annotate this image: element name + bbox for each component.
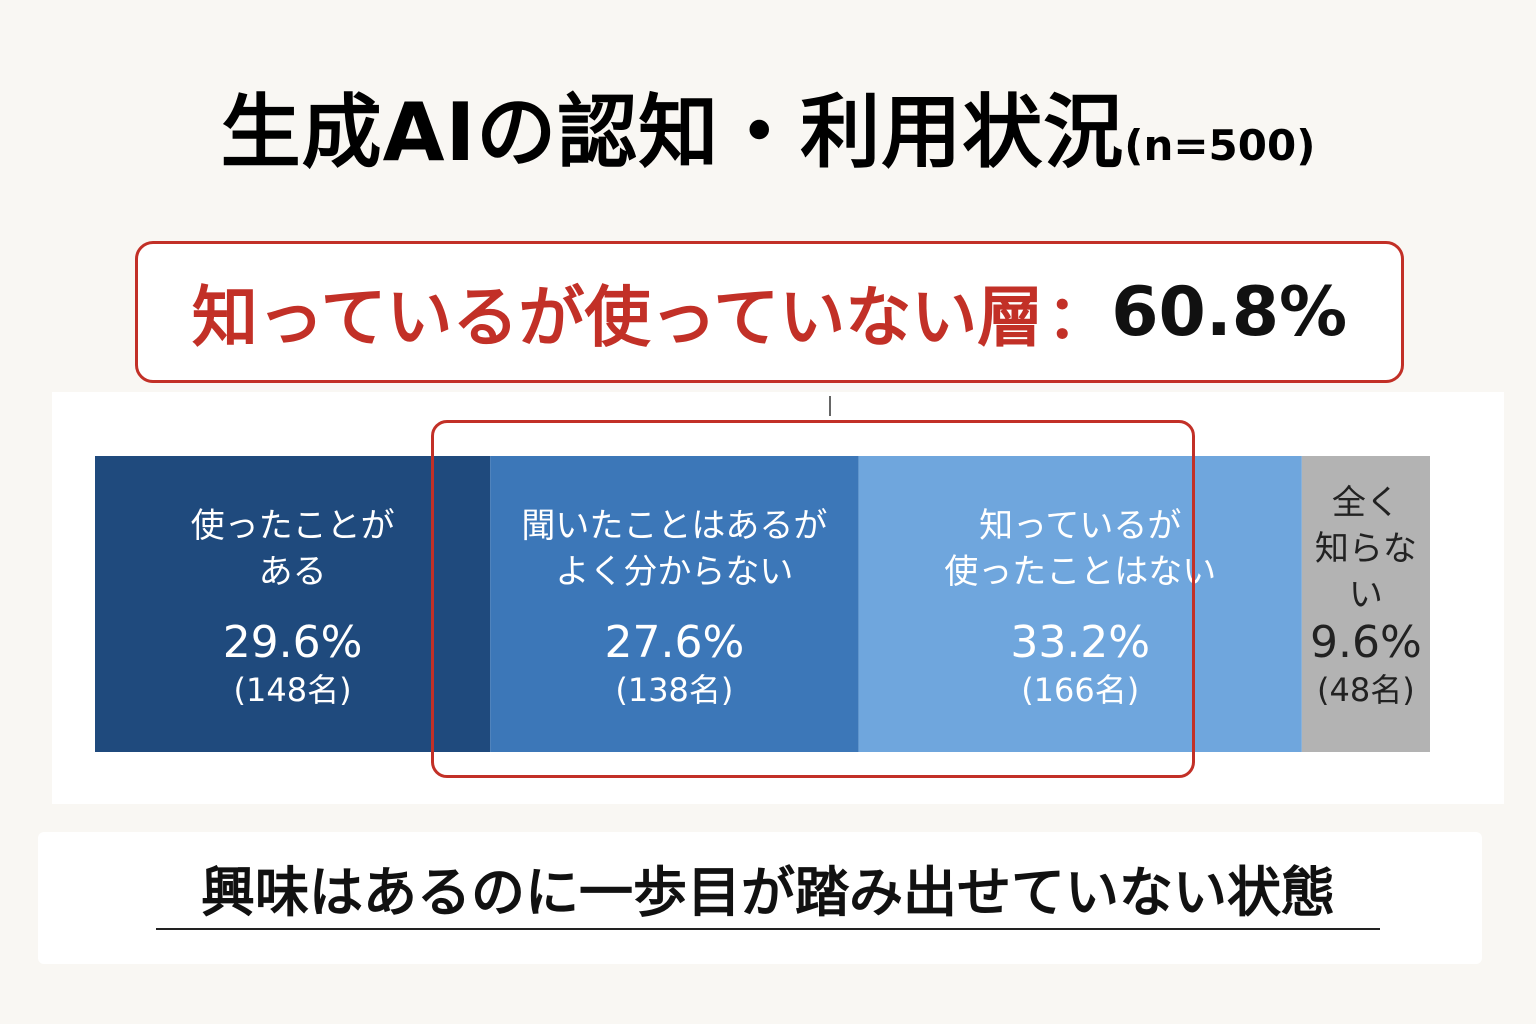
bar-segment-3 [858,456,1302,752]
category-label: 全く 知らない [1314,483,1417,615]
callout-separator: ： [1047,282,1108,353]
count-label: (148名) [233,671,352,709]
callout-connector-line [829,396,831,416]
callout-label: 知っているが使っていない層 [191,279,1044,356]
count-label: (138名) [615,671,734,709]
category-label: 使ったことが ある [190,506,395,592]
title-sample-size: (n=500) [1124,121,1316,170]
segment-label-1: 使ったことが ある 29.6% (148名) [95,456,490,752]
footer-panel [38,832,1482,964]
value-label: 27.6% [604,617,745,668]
page-title: 生成AIの認知・利用状況(n=500) [0,68,1536,184]
footer-underline [156,928,1380,930]
highlight-callout: 知っているが使っていない層： 60.8% [135,241,1404,383]
segment-label-2: 聞いたことはあるが よく分からない 27.6% (138名) [490,456,858,752]
bar-segment-2 [490,456,859,752]
segment-label-4: 全く 知らない 9.6% (48名) [1302,456,1430,752]
value-label: 33.2% [1010,617,1151,668]
count-label: (48名) [1317,671,1415,709]
title-main: 生成AIの認知・利用状況 [220,86,1125,179]
bar-segment-4 [1301,456,1430,752]
value-label: 9.6% [1310,617,1422,668]
bar-segment-1 [95,456,491,752]
category-label: 聞いたことはあるが よく分からない [521,506,828,592]
value-label: 29.6% [222,617,363,668]
count-label: (166名) [1021,671,1140,709]
category-label: 知っているが 使ったことはない [944,506,1217,592]
callout-value: 60.8% [1111,272,1348,352]
segment-label-3: 知っているが 使ったことはない 33.2% (166名) [859,456,1302,752]
footer-message: 興味はあるのに一歩目が踏み出せていない状態 [201,861,1335,924]
